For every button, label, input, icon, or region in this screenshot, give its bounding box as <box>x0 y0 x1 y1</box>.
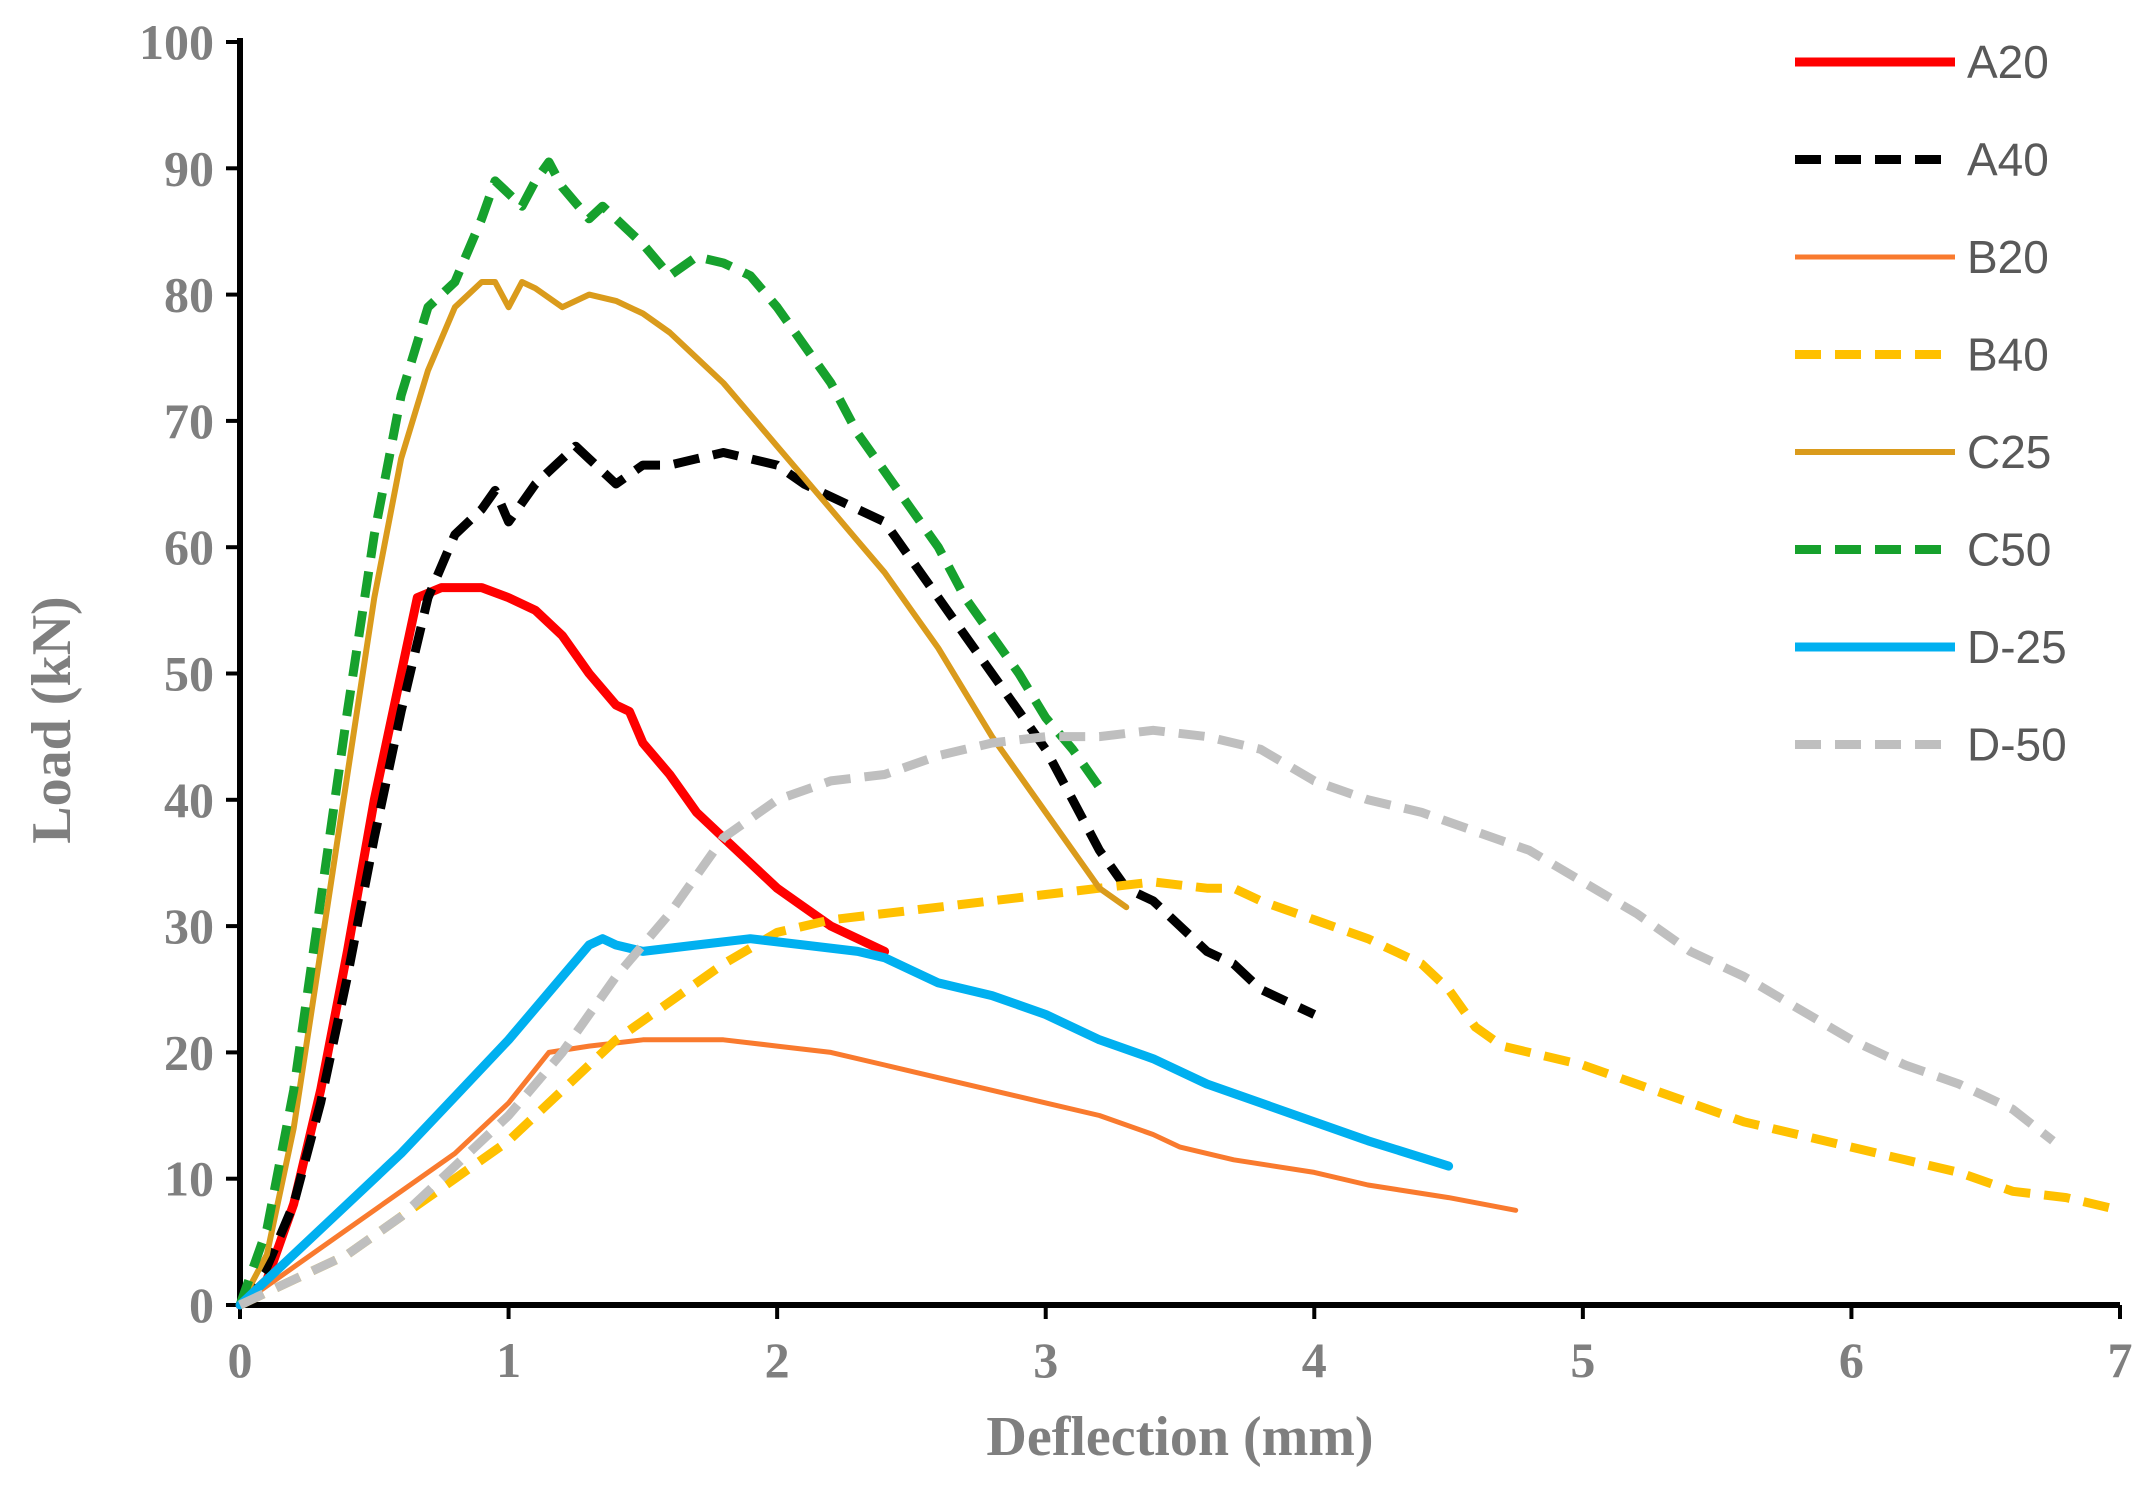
axes-group: 0 10 20 30 40 50 60 70 80 90 100 0 1 2 3 4 5 6 7 <box>139 14 2133 1388</box>
legend-label: C50 <box>1967 524 2051 576</box>
x-tick-label: 5 <box>1570 1332 1595 1388</box>
series-group <box>235 157 2122 1310</box>
legend-label: B40 <box>1967 329 2049 381</box>
y-tick-label: 10 <box>164 1151 214 1207</box>
x-tick-label: 3 <box>1033 1332 1058 1388</box>
series-line-d25 <box>235 934 1454 1310</box>
legend-label: C25 <box>1967 426 2051 478</box>
series-line-c25 <box>237 279 1130 1308</box>
series-line-d50 <box>238 725 2056 1310</box>
legend-label: D-25 <box>1967 621 2067 673</box>
y-tick-label: 50 <box>164 646 214 702</box>
y-tick-label: 80 <box>164 267 214 323</box>
y-tick-label: 60 <box>164 519 214 575</box>
legend-label: A40 <box>1967 134 2049 186</box>
series-line-a20 <box>235 583 890 1310</box>
x-axis-title: Deflection (mm) <box>986 1406 1373 1468</box>
legend-label: D-50 <box>1967 719 2067 771</box>
y-tick-label: 20 <box>164 1024 214 1080</box>
y-tick-label: 0 <box>189 1277 214 1333</box>
y-tick-label: 40 <box>164 772 214 828</box>
series-line-b40 <box>238 877 2122 1310</box>
series-line-a40 <box>236 441 1317 1308</box>
y-tick-label: 100 <box>139 14 214 70</box>
y-axis-title: Load (kN) <box>21 596 83 843</box>
x-tick-label: 1 <box>496 1332 521 1388</box>
legend-label: A20 <box>1967 36 2049 88</box>
series-line-b20 <box>237 1037 1519 1308</box>
x-tick-label: 2 <box>765 1332 790 1388</box>
x-tick-label: 7 <box>2108 1332 2133 1388</box>
x-tick-label: 0 <box>228 1332 253 1388</box>
y-tick-label: 70 <box>164 393 214 449</box>
y-tick-label: 90 <box>164 140 214 196</box>
x-tick-label: 6 <box>1839 1332 1864 1388</box>
legend: A20 A40 B20 B40 C25 C50 D-25 D-50 <box>1795 36 2067 771</box>
x-tick-label: 4 <box>1302 1332 1327 1388</box>
series-line-c50 <box>235 157 1104 1307</box>
legend-label: B20 <box>1967 231 2049 283</box>
y-tick-label: 30 <box>164 898 214 954</box>
